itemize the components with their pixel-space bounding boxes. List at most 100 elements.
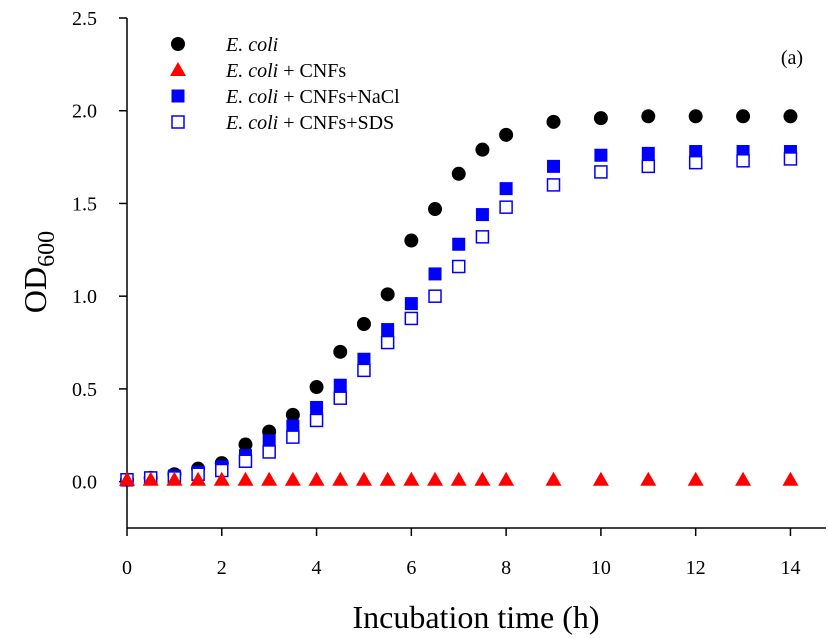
- data-point: [284, 471, 301, 486]
- data-point: [592, 471, 609, 486]
- data-point: [237, 471, 254, 486]
- data-point: [499, 127, 514, 142]
- data-point: [355, 471, 372, 486]
- data-point: [238, 454, 253, 468]
- data-point: [403, 471, 420, 486]
- data-point: [783, 109, 798, 124]
- legend-label: E. coli + CNFs: [225, 60, 346, 82]
- legend-marker: [170, 62, 186, 76]
- data-point: [736, 109, 751, 124]
- x-tick-label: 2: [217, 557, 227, 579]
- data-point: [286, 430, 300, 444]
- data-point: [310, 400, 324, 414]
- legend-label-rest: + CNFs: [278, 60, 346, 82]
- data-series: [119, 109, 799, 487]
- x-tick-label: 4: [312, 557, 322, 579]
- data-point: [688, 155, 703, 170]
- y-tick-label: 1.0: [72, 286, 97, 308]
- data-point: [286, 419, 300, 433]
- x-axis-title: Incubation time (h): [352, 599, 599, 635]
- data-point: [475, 208, 489, 222]
- x-tick-label: 14: [780, 557, 800, 579]
- data-point: [404, 297, 418, 311]
- data-point: [474, 471, 491, 486]
- data-point: [261, 471, 278, 486]
- legend-label-italic: E. coli: [225, 112, 278, 134]
- data-point: [142, 471, 159, 486]
- x-tick-label: 0: [122, 557, 132, 579]
- data-point: [238, 437, 253, 452]
- legend-label: E. coli + CNFs+SDS: [225, 112, 394, 134]
- legend-marker: [171, 115, 185, 129]
- data-point: [285, 407, 300, 422]
- y-axis-ticks: 0.0 0.5 1.0 1.5 2.0 2.5: [72, 8, 127, 494]
- data-point: [119, 471, 135, 486]
- data-point: [379, 471, 396, 486]
- data-point: [356, 317, 371, 331]
- legend-label-rest: + CNFs+SDS: [278, 112, 394, 134]
- data-point: [782, 471, 799, 486]
- x-axis-ticks: 0 2 4 6 8 10 12 14: [122, 528, 800, 579]
- data-point: [498, 471, 515, 486]
- data-point: [689, 145, 703, 159]
- legend-label-italic: E. coli: [225, 34, 278, 56]
- data-point: [736, 154, 750, 168]
- data-point: [381, 323, 395, 337]
- data-point: [593, 111, 608, 126]
- series-1: [119, 471, 799, 486]
- data-point: [640, 471, 657, 486]
- data-point: [333, 391, 348, 405]
- x-tick-label: 10: [591, 557, 611, 579]
- legend-marker: [171, 37, 185, 51]
- data-point: [213, 471, 230, 486]
- data-point: [262, 445, 276, 459]
- data-point: [262, 434, 276, 448]
- panel-label: (a): [781, 47, 803, 69]
- data-point: [641, 109, 656, 124]
- data-point: [428, 267, 442, 281]
- y-tick-label: 1.5: [72, 193, 97, 215]
- data-point: [641, 159, 656, 174]
- legend-label-rest: + CNFs+NaCl: [278, 86, 400, 108]
- data-point: [594, 148, 608, 162]
- data-point: [641, 146, 655, 160]
- data-point: [546, 178, 561, 192]
- data-point: [404, 233, 419, 248]
- y-tick-label: 0.0: [72, 472, 97, 494]
- data-point: [499, 200, 513, 214]
- data-point: [735, 471, 752, 486]
- data-point: [427, 471, 444, 486]
- data-point: [428, 202, 443, 217]
- x-tick-label: 6: [406, 557, 416, 579]
- y-axis-title: OD600: [17, 231, 60, 313]
- legend-label-italic: E. coli: [225, 60, 278, 82]
- legend-label: E. coli + CNFs+NaCl: [225, 86, 400, 108]
- x-tick-label: 8: [501, 557, 511, 579]
- data-point: [357, 363, 371, 378]
- data-point: [687, 471, 704, 486]
- data-point: [594, 165, 608, 179]
- data-point: [333, 378, 347, 392]
- y-axis-title-main: OD: [17, 267, 53, 313]
- data-point: [428, 289, 442, 303]
- data-point: [333, 344, 348, 359]
- data-point: [308, 471, 325, 486]
- data-point: [332, 471, 349, 486]
- series-3: [120, 152, 798, 487]
- data-point: [475, 142, 490, 157]
- data-point: [357, 352, 371, 366]
- data-point: [309, 413, 324, 428]
- data-point: [380, 335, 395, 350]
- y-tick-label: 2.5: [72, 8, 97, 30]
- plot-frame: [126, 18, 826, 529]
- data-point: [545, 471, 562, 486]
- data-point: [499, 182, 513, 196]
- series-2: [120, 145, 797, 487]
- data-point: [309, 380, 324, 395]
- data-point: [166, 471, 183, 486]
- y-axis-title-group: OD600: [17, 231, 60, 313]
- data-point: [546, 114, 561, 129]
- data-point: [450, 471, 467, 486]
